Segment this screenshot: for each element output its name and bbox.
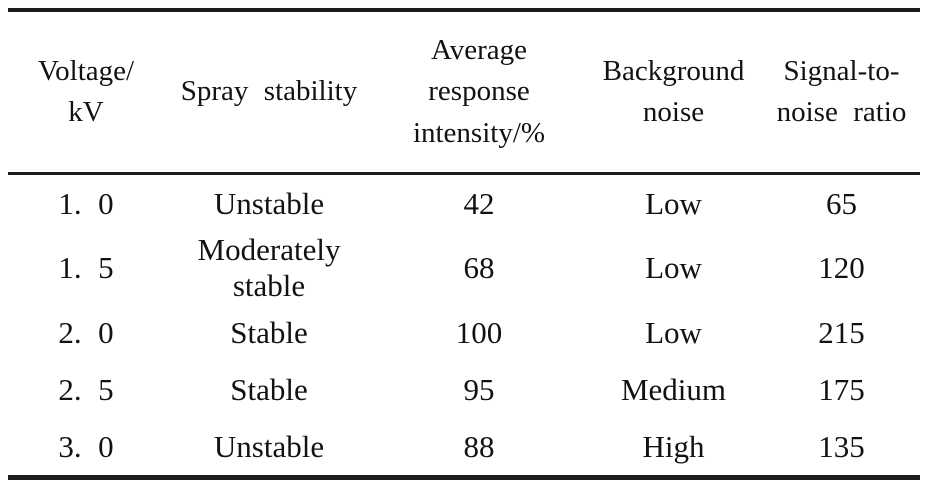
- col-header-signal-to-noise-ratio: Signal-to- noise ratio: [763, 10, 920, 175]
- cell-spray-stability: Unstable: [213, 185, 325, 221]
- cell-voltage: 2. 0: [58, 314, 114, 350]
- cell-signal-to-noise-ratio: 135: [818, 428, 865, 464]
- cell-voltage: 1. 5: [58, 250, 114, 285]
- cell-spray-stability: Stable: [230, 371, 308, 407]
- table-row: 2. 5 Stable 95 Medium 175: [8, 361, 920, 418]
- col-header-background-noise: Background noise: [584, 10, 763, 175]
- cell-spray-stability: Moderately stable: [197, 232, 341, 303]
- cell-avg-response-intensity: 88: [463, 428, 495, 464]
- cell-signal-to-noise-ratio: 120: [818, 250, 865, 285]
- cell-signal-to-noise-ratio: 175: [818, 371, 865, 407]
- table-body: 1. 0 Unstable 42 Low 65 1. 5 Moderately …: [8, 174, 920, 478]
- col-header-spray-stability: Spray stability: [164, 10, 374, 175]
- cell-voltage: 3. 0: [58, 428, 114, 464]
- cell-signal-to-noise-ratio: 215: [818, 314, 865, 350]
- cell-signal-to-noise-ratio: 65: [826, 185, 857, 221]
- table-header: Voltage/ kV Spray stability Average resp…: [8, 10, 920, 175]
- col-header-voltage: Voltage/ kV: [8, 10, 164, 175]
- col-header-avg-response-intensity: Average response intensity/%: [374, 10, 584, 175]
- header-row: Voltage/ kV Spray stability Average resp…: [8, 10, 920, 175]
- cell-avg-response-intensity: 95: [463, 371, 495, 407]
- table-row: 2. 0 Stable 100 Low 215: [8, 304, 920, 361]
- cell-background-noise: Low: [645, 314, 702, 350]
- table-row: 3. 0 Unstable 88 High 135: [8, 418, 920, 478]
- cell-spray-stability: Unstable: [213, 428, 325, 464]
- cell-avg-response-intensity: 100: [455, 314, 503, 350]
- cell-voltage: 2. 5: [58, 371, 114, 407]
- cell-background-noise: High: [642, 428, 705, 464]
- cell-avg-response-intensity: 42: [463, 185, 495, 221]
- table-row: 1. 0 Unstable 42 Low 65: [8, 174, 920, 233]
- table-row: 1. 5 Moderately stable 68 Low 120: [8, 232, 920, 304]
- cell-spray-stability: Stable: [230, 314, 308, 350]
- data-table: Voltage/ kV Spray stability Average resp…: [8, 8, 920, 480]
- cell-background-noise: Medium: [620, 371, 727, 407]
- cell-voltage: 1. 0: [58, 185, 114, 221]
- cell-background-noise: Low: [645, 250, 702, 285]
- cell-background-noise: Low: [645, 185, 702, 221]
- cell-avg-response-intensity: 68: [463, 250, 495, 285]
